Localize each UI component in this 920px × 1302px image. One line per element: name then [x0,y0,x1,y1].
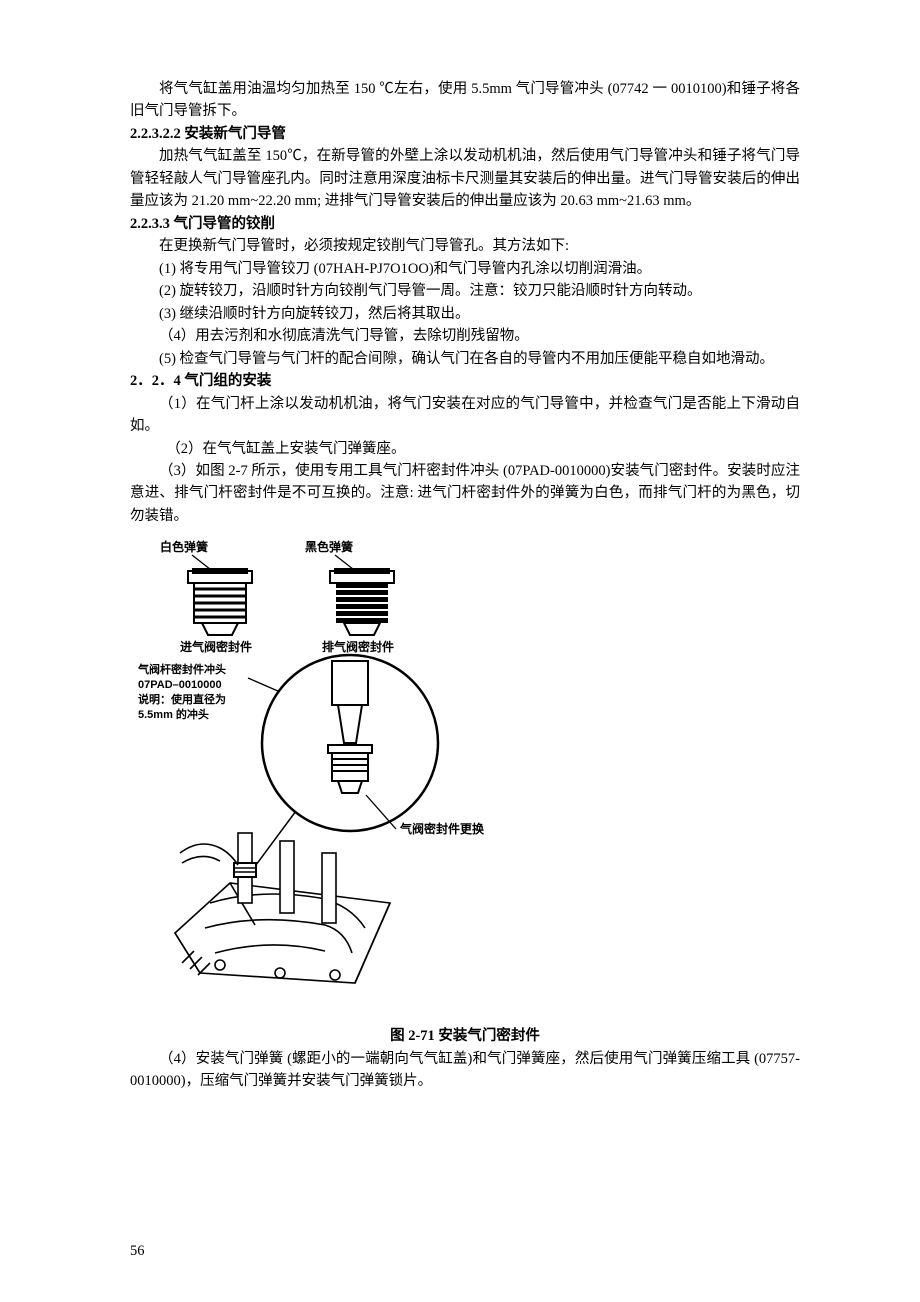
heading-2-2-3-2-2: 2.2.3.2.2 安装新气门导管 [130,123,800,145]
figure-2-71: 白色弹簧 黑色弹簧 进气阀密封件 [130,533,800,1047]
item-2-2-3-3-4: （4）用去污剂和水彻底清洗气门导管，去除切削残留物。 [130,325,800,347]
heading-2-2-4: 2．2．4 气门组的安装 [130,370,800,392]
label-intake-seal: 进气阀密封件 [180,639,252,654]
intro-2-2-3-3: 在更换新气门导管时，必须按规定铰削气门导管孔。其方法如下: [130,235,800,257]
item-2-2-3-3-1: (1) 将专用气门导管铰刀 (07HAH-PJ7O1OO)和气门导管内孔涂以切削… [130,258,800,280]
cylinder-head-icon [175,833,390,983]
item-2-2-4-2: （2）在气气缸盖上安装气门弹簧座。 [130,438,800,460]
label-tool-2: 07PAD–0010000 [138,679,222,691]
label-white-spring: 白色弹簧 [160,539,208,554]
label-tool-4: 5.5mm 的冲头 [138,707,209,721]
intro-paragraph: 将气气缸盖用油温均匀加热至 150 ℃左右，使用 5.5mm 气门导管冲头 (0… [130,78,800,123]
figure-2-71-caption: 图 2-71 安装气门密封件 [130,1025,800,1047]
item-2-2-4-4: （4）安装气门弹簧 (螺距小的一端朝向气气缸盖)和气门弹簧座，然后使用气门弹簧压… [130,1048,800,1093]
label-exhaust-seal: 排气阀密封件 [322,639,394,654]
item-2-2-3-3-2: (2) 旋转铰刀，沿顺时针方向铰削气门导管一周。注意：铰刀只能沿顺时针方向转动。 [130,280,800,302]
item-2-2-4-1: （1）在气门杆上涂以发动机机油，将气门安装在对应的气门导管中，并检查气门是否能上… [130,393,800,438]
item-2-2-4-3: （3）如图 2-7 所示，使用专用工具气门杆密封件冲头 (07PAD-00100… [130,460,800,527]
document-page: 将气气缸盖用油温均匀加热至 150 ℃左右，使用 5.5mm 气门导管冲头 (0… [0,0,920,1302]
label-tool-3: 说明：使用直径为 [138,692,226,706]
intake-seal-icon [188,568,252,635]
exhaust-seal-icon [330,568,394,635]
item-2-2-3-3-3: (3) 继续沿顺时针方向旋转铰刀，然后将其取出。 [130,303,800,325]
label-tool-1: 气阀杆密封件冲头 [137,662,226,676]
figure-2-71-svg: 白色弹簧 黑色弹簧 进气阀密封件 [120,533,540,1023]
page-number: 56 [130,1240,145,1262]
item-2-2-3-3-5: (5) 检查气门导管与气门杆的配合间隙，确认气门在各自的导管内不用加压便能平稳自… [130,348,800,370]
label-black-spring: 黑色弹簧 [305,539,353,554]
body-2-2-3-2-2: 加热气气缸盖至 150℃，在新导管的外壁上涂以发动机机油，然后使用气门导管冲头和… [130,145,800,212]
label-replace: 气阀密封件更换 [399,821,485,836]
heading-2-2-3-3: 2.2.3.3 气门导管的铰削 [130,213,800,235]
